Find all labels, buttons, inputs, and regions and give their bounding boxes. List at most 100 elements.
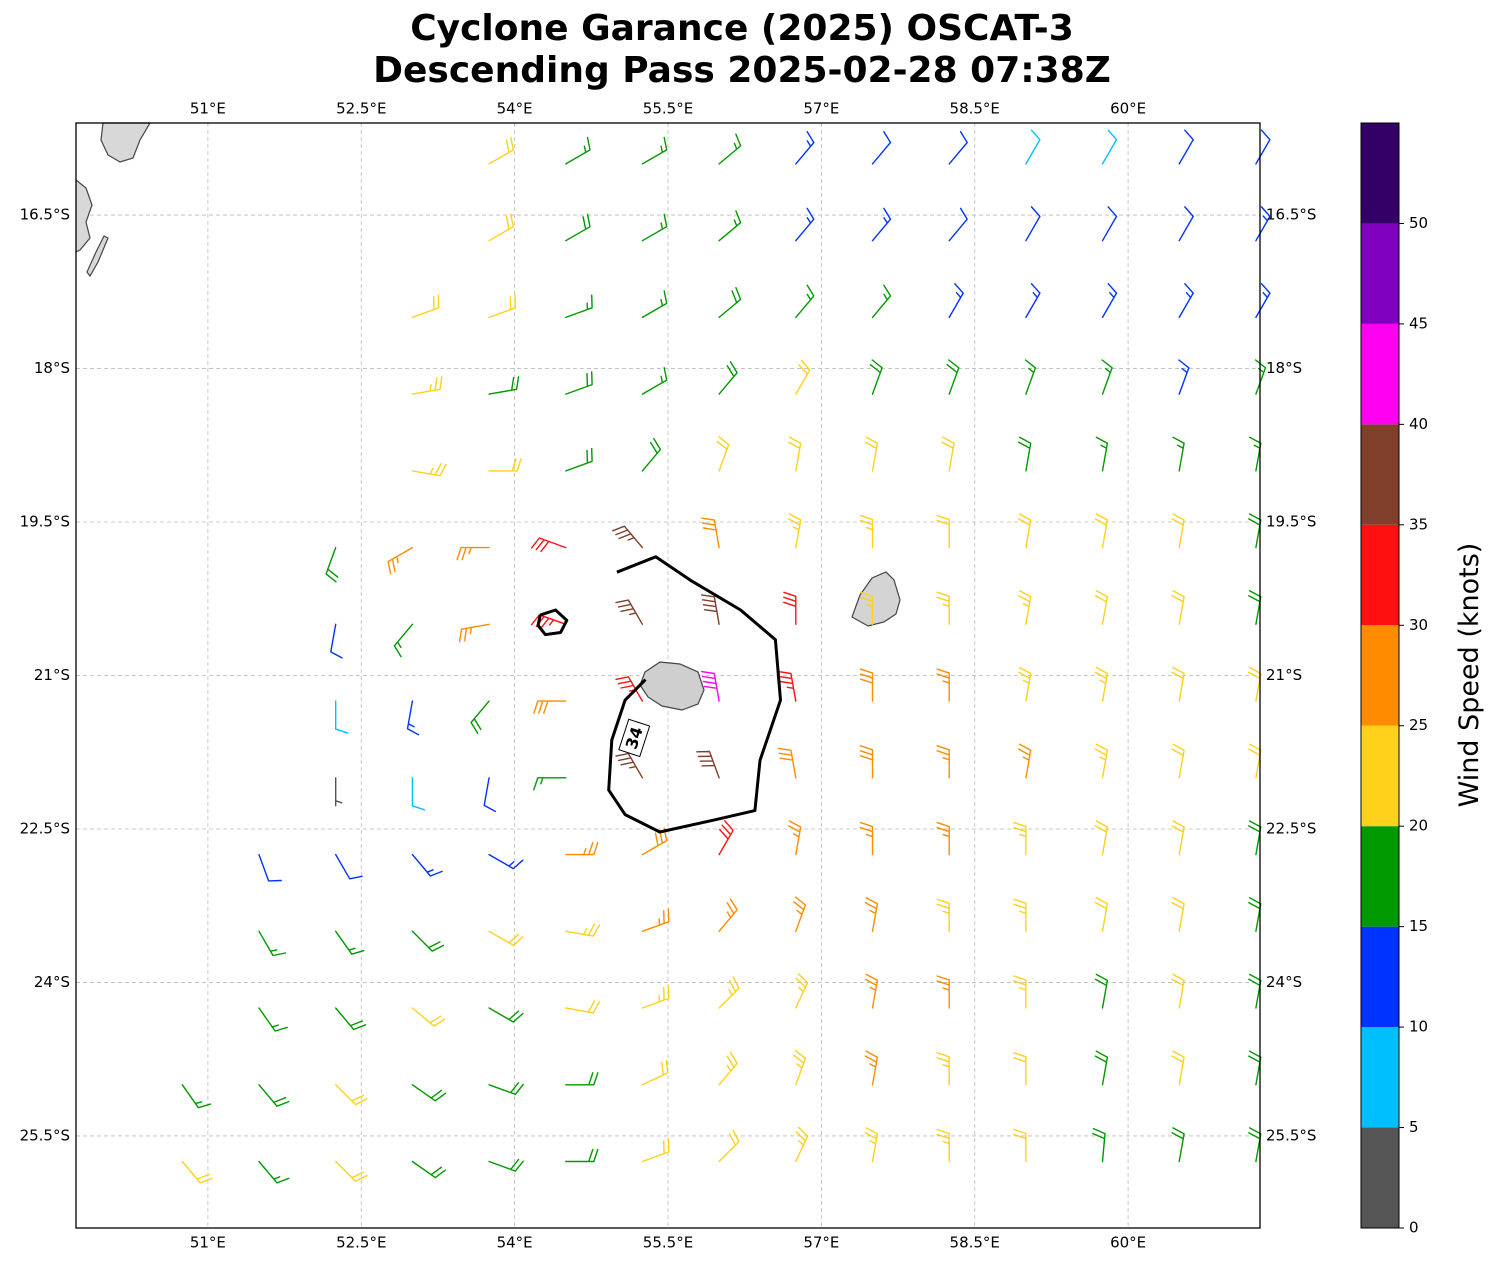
- wind-barb: [936, 1128, 950, 1163]
- wind-barb: [1101, 283, 1118, 319]
- wind-barb: [387, 546, 414, 575]
- wind-barb: [1171, 820, 1185, 856]
- wind-barb: [565, 923, 601, 937]
- wind-barb: [788, 820, 802, 856]
- wind-barb: [565, 213, 591, 242]
- wind-barb: [864, 973, 879, 1009]
- chart-subtitle: Descending Pass 2025-02-28 07:38Z: [373, 50, 1111, 91]
- wind-barb: [948, 207, 968, 242]
- colorbar-segment: [1361, 1027, 1399, 1128]
- wind-barb: [335, 1160, 368, 1182]
- wind-barb: [1178, 283, 1194, 319]
- wind-barb: [565, 294, 593, 319]
- wind-barb: [1025, 283, 1041, 319]
- wind-barb: [718, 976, 740, 1009]
- wind-barb: [565, 1000, 601, 1014]
- colorbar-tick-label: 50: [1409, 214, 1428, 232]
- wind-barb: [1094, 513, 1109, 549]
- wind-barb: [936, 745, 950, 779]
- wind-barb: [641, 367, 668, 395]
- y-tick-label: 16.5°S: [20, 206, 70, 224]
- wind-barb: [716, 436, 730, 472]
- wind-barb: [718, 1129, 740, 1163]
- wind-barb: [701, 594, 720, 625]
- wind-barb: [1094, 820, 1109, 856]
- x-tick-label: 51°E: [190, 100, 226, 118]
- wind-barb: [1018, 666, 1032, 702]
- wind-barb: [1171, 1127, 1185, 1163]
- wind-barb: [1013, 821, 1027, 856]
- wind-barb: [1171, 897, 1185, 932]
- wind-barb: [696, 750, 720, 779]
- wind-barb: [488, 1007, 524, 1023]
- wind-barb: [641, 1138, 670, 1163]
- wind-barb: [488, 1158, 524, 1172]
- wind-barb: [1018, 590, 1032, 625]
- wind-barb: [718, 898, 738, 932]
- x-tick-label: 52.5°E: [336, 1234, 386, 1252]
- wind-barb: [859, 591, 874, 625]
- wind-barb: [641, 213, 668, 242]
- wind-barb: [488, 458, 522, 472]
- wind-barb: [533, 777, 567, 791]
- wind-barb: [393, 623, 414, 658]
- wind-barb: [641, 1059, 669, 1086]
- colorbar-frame: [1360, 122, 1400, 1229]
- wind-barb: [1025, 206, 1041, 242]
- wind-barb: [615, 599, 644, 625]
- wind-barb: [948, 131, 968, 165]
- y-tick-label: 24°S: [34, 973, 70, 991]
- wind-barb: [325, 546, 339, 583]
- x-tick-label: 58.5°E: [950, 1234, 1000, 1252]
- wind-barb: [871, 131, 892, 165]
- wind-barb: [488, 213, 514, 242]
- wind-barb: [718, 820, 734, 856]
- contour-label-group: 34: [618, 718, 651, 758]
- wind-barb: [1094, 973, 1109, 1009]
- wind-barb: [1178, 359, 1190, 395]
- wind-barb: [795, 284, 815, 319]
- wind-barb: [1171, 743, 1185, 779]
- wind-barb: [1178, 129, 1194, 165]
- wind-barb: [1101, 206, 1118, 242]
- wind-barb: [612, 525, 644, 549]
- wind-barb: [859, 514, 874, 549]
- wind-barb: [864, 436, 879, 472]
- wind-barb: [411, 930, 445, 952]
- wind-barb: [1013, 975, 1027, 1009]
- wind-barb: [936, 821, 950, 856]
- wind-barb: [258, 930, 287, 957]
- wind-barb: [488, 294, 517, 319]
- colorbar-segment: [1361, 826, 1399, 927]
- wind-barb: [718, 1051, 738, 1086]
- x-tick-label: 55.5°E: [643, 100, 693, 118]
- contour-line: [607, 555, 782, 834]
- y-tick-label: 21°S: [1266, 666, 1302, 684]
- y-tick-label: 16.5°S: [1266, 206, 1316, 224]
- wind-barb: [864, 1127, 879, 1163]
- colorbar-tick-label: 20: [1409, 817, 1428, 835]
- wind-barb: [1095, 436, 1109, 472]
- wind-barb: [483, 777, 496, 813]
- x-tick-label: 51°E: [190, 1234, 226, 1252]
- x-tick-label: 57°E: [803, 1234, 839, 1252]
- wind-barb: [936, 898, 950, 932]
- wind-barb: [795, 207, 815, 242]
- wind-barb: [335, 700, 349, 734]
- colorbar-label: Wind Speed (knots): [1454, 543, 1485, 808]
- y-tick-label: 22.5°S: [20, 819, 70, 837]
- wind-barb: [458, 623, 490, 643]
- wind-barb: [1255, 283, 1271, 319]
- x-tick-label: 54°E: [497, 1234, 533, 1252]
- wind-barb: [718, 210, 742, 242]
- wind-barb: [1092, 1127, 1106, 1163]
- wind-barb: [859, 668, 874, 702]
- wind-barb: [411, 777, 426, 811]
- wind-barb: [1171, 973, 1185, 1009]
- wind-barb: [795, 131, 815, 165]
- wind-barb: [1172, 436, 1185, 472]
- wind-barb: [530, 537, 567, 553]
- wind-barb: [1025, 129, 1041, 165]
- y-tick-label: 19.5°S: [20, 513, 70, 531]
